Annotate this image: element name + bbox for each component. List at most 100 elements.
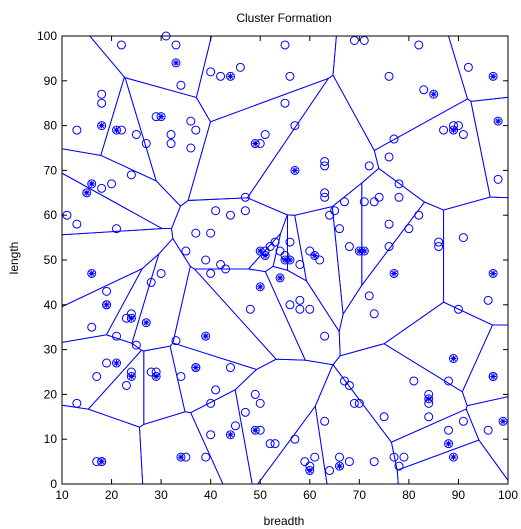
node-point (394, 192, 404, 202)
node-point (364, 161, 374, 171)
node-point (240, 192, 250, 202)
x-axis-label: breadth (264, 514, 305, 528)
node-point (92, 371, 102, 381)
voronoi-cell (461, 324, 509, 407)
node-point (320, 192, 330, 202)
node-point (255, 398, 265, 408)
cluster-head-point (359, 246, 369, 256)
y-tick-label: 10 (44, 432, 58, 446)
cluster-head-point (102, 300, 112, 310)
chart-title: Cluster Formation (236, 11, 331, 25)
node-point (444, 425, 454, 435)
node-point (235, 62, 245, 72)
node-point (191, 125, 201, 135)
node-point (444, 376, 454, 386)
node-point (369, 309, 379, 319)
node-point (439, 125, 449, 135)
node-point (72, 398, 82, 408)
node-point (434, 242, 444, 252)
node-point (384, 242, 394, 252)
cluster-head-point (126, 313, 136, 323)
node-point (424, 412, 434, 422)
node-point (344, 380, 354, 390)
voronoi-cell (105, 252, 160, 344)
voronoi-cell (246, 74, 380, 216)
cluster-head-point (488, 268, 498, 278)
node-point (206, 67, 216, 77)
node-point (216, 259, 226, 269)
voronoi-cell (361, 167, 426, 287)
node-point (141, 139, 151, 149)
node-point (171, 336, 181, 346)
node-point (191, 228, 201, 238)
node-point (295, 259, 305, 269)
x-tick-label: 70 (353, 488, 367, 502)
node-point (240, 206, 250, 216)
node-point (221, 264, 231, 274)
node-point (280, 98, 290, 108)
cluster-head-point (290, 165, 300, 175)
cluster-head-point (250, 139, 260, 149)
node-point (250, 389, 260, 399)
voronoi-cell (169, 342, 258, 414)
x-tick-label: 10 (55, 488, 69, 502)
node-point (369, 197, 379, 207)
node-point (384, 71, 394, 81)
voronoi-cell (234, 358, 334, 485)
node-point (72, 219, 82, 229)
voronoi-cell (190, 389, 253, 485)
node-point (458, 130, 468, 140)
node-point (310, 452, 320, 462)
x-tick-label: 40 (204, 488, 218, 502)
node-point (211, 206, 221, 216)
node-point (201, 255, 211, 265)
node-point (349, 398, 359, 408)
x-tick-label: 90 (452, 488, 466, 502)
voronoi-cell (193, 268, 307, 361)
node-point (131, 130, 141, 140)
data-points (62, 31, 508, 476)
node-point (295, 304, 305, 314)
voronoi-cell (139, 411, 224, 485)
node-point (330, 206, 340, 216)
cluster-head-point (448, 452, 458, 462)
node-point (146, 367, 156, 377)
node-point (107, 179, 117, 189)
node-point (87, 322, 97, 332)
node-point (320, 188, 330, 198)
node-point (166, 139, 176, 149)
node-point (399, 452, 409, 462)
node-point (394, 179, 404, 189)
node-point (295, 295, 305, 305)
node-point (394, 461, 404, 471)
x-tick-label: 20 (105, 488, 119, 502)
node-point (201, 452, 211, 462)
node-point (285, 300, 295, 310)
node-point (290, 121, 300, 131)
voronoi-cell (264, 265, 341, 366)
voronoi-cell (465, 396, 509, 482)
node-point (270, 439, 280, 449)
y-tick-label: 60 (44, 208, 58, 222)
voronoi-cell (131, 237, 191, 352)
voronoi-cell (171, 197, 288, 270)
x-tick-label: 100 (498, 488, 518, 502)
node-point (265, 242, 275, 252)
node-point (453, 121, 463, 131)
node-point (389, 134, 399, 144)
y-axis-label: length (7, 242, 21, 275)
voronoi-cell (383, 301, 494, 393)
node-point (359, 35, 369, 45)
voronoi-cell (443, 196, 509, 326)
voronoi-cell (247, 231, 282, 273)
cluster-head-point (275, 273, 285, 283)
node-point (245, 304, 255, 314)
node-point (116, 40, 126, 50)
node-point (379, 412, 389, 422)
voronoi-cell (287, 214, 308, 282)
voronoi-cell (61, 404, 144, 485)
cluster-head-point (191, 363, 201, 373)
cluster-head-point (444, 439, 454, 449)
node-point (320, 156, 330, 166)
